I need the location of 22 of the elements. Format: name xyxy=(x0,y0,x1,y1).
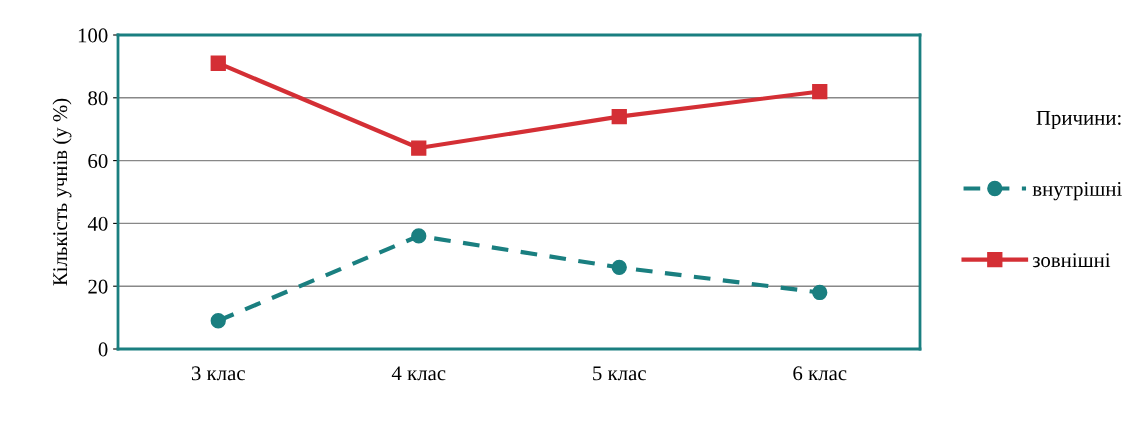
x-tick-label: 6 клас xyxy=(793,366,847,381)
point xyxy=(611,259,627,275)
legend-label: зовнішні xyxy=(1032,253,1111,268)
y-tick-label: 40 xyxy=(87,216,108,231)
y-tick-label: 0 xyxy=(98,342,108,357)
point xyxy=(210,55,226,71)
y-tick-label: 20 xyxy=(88,279,108,294)
x-tick-label: 3 клас xyxy=(191,366,245,381)
x-tick-label: 4 клас xyxy=(391,366,446,381)
point xyxy=(611,109,627,125)
point xyxy=(411,228,427,244)
legend-title: Причини: xyxy=(1036,111,1121,130)
point xyxy=(812,83,828,100)
y-tick-label: 80 xyxy=(88,91,108,106)
point xyxy=(210,313,226,329)
legend-label: внутрішні xyxy=(1032,181,1122,201)
point xyxy=(812,284,828,301)
y-tick-label: 100 xyxy=(78,28,108,43)
x-tick-label: 5 клас xyxy=(593,366,646,381)
y-axis-title: Кількість учнів (у %) xyxy=(52,98,72,286)
point xyxy=(411,140,427,156)
y-tick-label: 60 xyxy=(88,153,108,169)
